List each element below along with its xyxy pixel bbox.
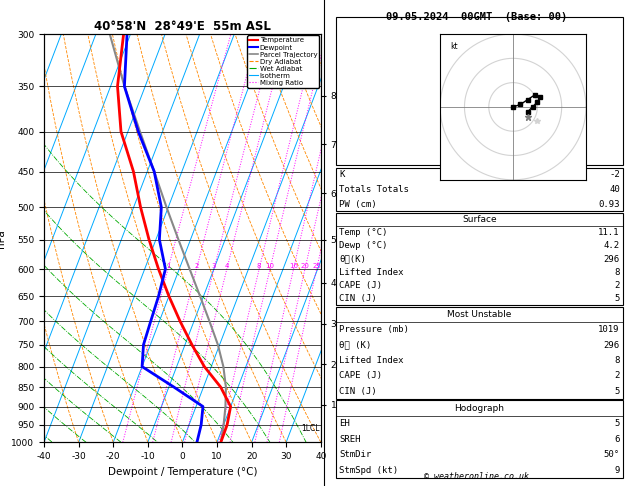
Text: 11.1: 11.1 xyxy=(598,228,620,237)
Text: K: K xyxy=(339,171,345,179)
Text: 2: 2 xyxy=(194,263,199,269)
Text: 5: 5 xyxy=(615,294,620,303)
Text: -2: -2 xyxy=(609,171,620,179)
Text: Most Unstable: Most Unstable xyxy=(447,310,512,319)
Text: 5: 5 xyxy=(615,419,620,428)
Text: 50°: 50° xyxy=(604,451,620,459)
Text: EH: EH xyxy=(339,419,350,428)
Text: © weatheronline.co.uk: © weatheronline.co.uk xyxy=(424,472,529,481)
Text: 8: 8 xyxy=(257,263,262,269)
Bar xyxy=(336,400,623,478)
Y-axis label: hPa: hPa xyxy=(0,229,6,247)
Text: 10: 10 xyxy=(265,263,274,269)
Text: Pressure (mb): Pressure (mb) xyxy=(339,325,409,334)
Text: 25: 25 xyxy=(312,263,321,269)
Text: 16: 16 xyxy=(289,263,298,269)
Text: CAPE (J): CAPE (J) xyxy=(339,281,382,290)
Text: 1019: 1019 xyxy=(598,325,620,334)
Text: Lifted Index: Lifted Index xyxy=(339,356,404,365)
Bar xyxy=(336,307,623,399)
Text: StmSpd (kt): StmSpd (kt) xyxy=(339,466,398,475)
Text: 20: 20 xyxy=(301,263,309,269)
Text: 1: 1 xyxy=(166,263,170,269)
Text: 09.05.2024  00GMT  (Base: 00): 09.05.2024 00GMT (Base: 00) xyxy=(386,12,567,22)
Text: 0.93: 0.93 xyxy=(598,200,620,208)
Text: 6: 6 xyxy=(615,435,620,444)
Title: 40°58'N  28°49'E  55m ASL: 40°58'N 28°49'E 55m ASL xyxy=(94,20,271,33)
Text: Dewp (°C): Dewp (°C) xyxy=(339,242,387,250)
Text: 4.2: 4.2 xyxy=(604,242,620,250)
Bar xyxy=(336,17,623,165)
Legend: Temperature, Dewpoint, Parcel Trajectory, Dry Adiabat, Wet Adiabat, Isotherm, Mi: Temperature, Dewpoint, Parcel Trajectory… xyxy=(247,35,320,88)
Text: StmDir: StmDir xyxy=(339,451,372,459)
Text: Hodograph: Hodograph xyxy=(455,404,504,413)
Text: kt: kt xyxy=(450,42,457,51)
Bar xyxy=(336,213,623,305)
Text: θᴇ(K): θᴇ(K) xyxy=(339,255,366,263)
Text: 8: 8 xyxy=(615,356,620,365)
Text: 2: 2 xyxy=(615,371,620,381)
Text: 4: 4 xyxy=(225,263,229,269)
Text: θᴇ (K): θᴇ (K) xyxy=(339,341,372,349)
Text: Temp (°C): Temp (°C) xyxy=(339,228,387,237)
Text: PW (cm): PW (cm) xyxy=(339,200,377,208)
Text: Surface: Surface xyxy=(462,215,497,224)
Text: CIN (J): CIN (J) xyxy=(339,387,377,396)
Text: 1LCL: 1LCL xyxy=(301,424,320,433)
Text: 5: 5 xyxy=(615,387,620,396)
X-axis label: Dewpoint / Temperature (°C): Dewpoint / Temperature (°C) xyxy=(108,467,257,477)
Text: CIN (J): CIN (J) xyxy=(339,294,377,303)
Text: 8: 8 xyxy=(615,268,620,277)
Text: 3: 3 xyxy=(212,263,216,269)
Text: SREH: SREH xyxy=(339,435,360,444)
Bar xyxy=(336,168,623,211)
Text: 2: 2 xyxy=(615,281,620,290)
Text: Lifted Index: Lifted Index xyxy=(339,268,404,277)
Text: 40: 40 xyxy=(609,185,620,194)
Text: 296: 296 xyxy=(604,341,620,349)
Text: 296: 296 xyxy=(604,255,620,263)
Y-axis label: km
ASL: km ASL xyxy=(338,230,357,246)
Text: CAPE (J): CAPE (J) xyxy=(339,371,382,381)
Text: 9: 9 xyxy=(615,466,620,475)
Text: Totals Totals: Totals Totals xyxy=(339,185,409,194)
